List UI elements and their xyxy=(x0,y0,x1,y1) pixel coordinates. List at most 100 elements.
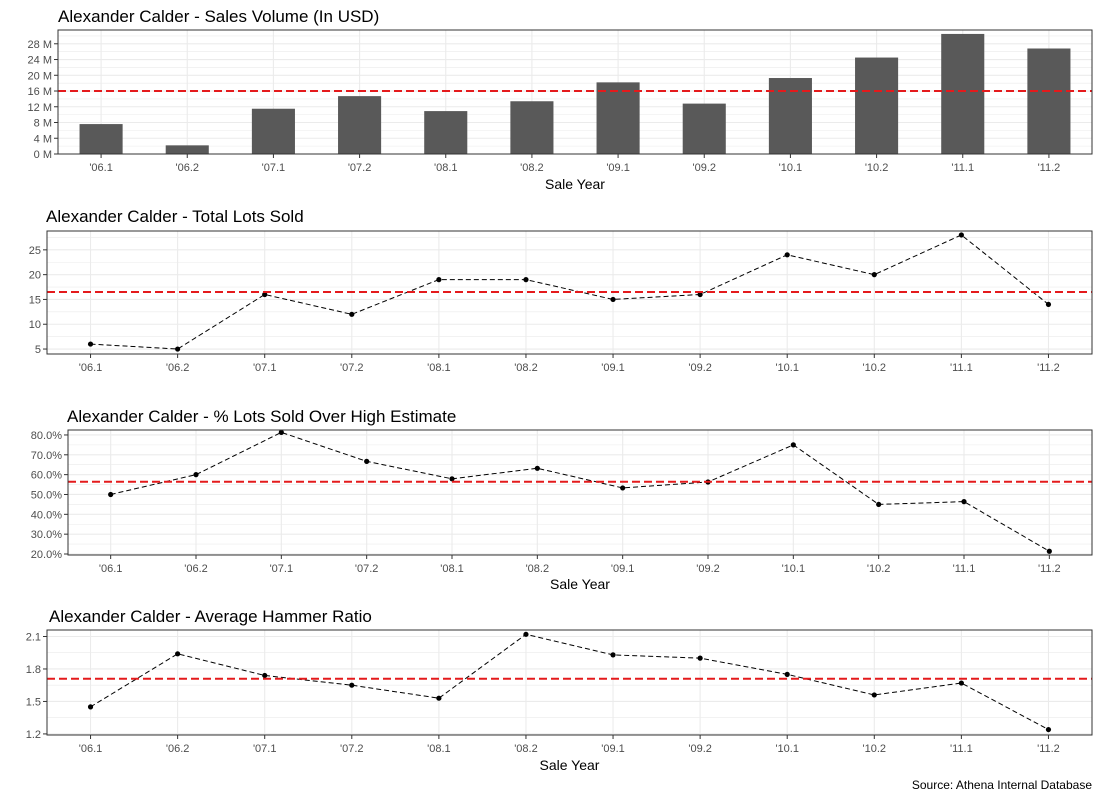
bar xyxy=(510,101,554,154)
data-point xyxy=(1045,726,1052,733)
data-point xyxy=(697,655,703,661)
data-point xyxy=(697,291,703,298)
x-tick-label: '06.1 xyxy=(79,362,103,374)
data-point xyxy=(436,695,442,701)
x-tick-label: '08.1 xyxy=(427,743,451,755)
x-tick-label: '06.1 xyxy=(99,563,123,575)
x-tick-label: '07.1 xyxy=(253,743,277,755)
data-point xyxy=(784,671,790,677)
x-tick-label: '08.1 xyxy=(434,162,458,174)
x-tick-label: '10.2 xyxy=(863,743,887,755)
x-tick-label: '07.2 xyxy=(355,563,379,575)
source-caption: Source: Athena Internal Database xyxy=(911,778,1092,792)
y-tick-label: 40.0% xyxy=(31,509,62,521)
bar xyxy=(165,145,209,154)
y-tick-label: 60.0% xyxy=(31,470,62,482)
y-tick-label: 28 M xyxy=(28,39,52,51)
data-point xyxy=(262,291,268,298)
y-tick-label: 8 M xyxy=(34,118,52,130)
data-point xyxy=(610,652,616,658)
data-point xyxy=(871,272,877,278)
data-point xyxy=(610,296,616,303)
bar xyxy=(424,111,468,154)
bar xyxy=(941,33,985,154)
chart-panel-2: Alexander Calder - Total Lots Sold 5 10 15 2… xyxy=(29,207,1093,374)
x-axis-label: Sale Year xyxy=(540,757,600,773)
data-point xyxy=(449,476,455,482)
x-tick-label: '08.2 xyxy=(514,743,538,755)
data-point xyxy=(790,442,796,448)
data-point xyxy=(364,458,370,464)
data-point xyxy=(175,651,181,657)
y-tick-label: 2.1 xyxy=(26,631,41,643)
y-tick-label: 10 xyxy=(29,319,41,331)
data-point xyxy=(193,472,199,478)
x-tick-label: '06.2 xyxy=(184,563,208,575)
y-tick-label: 0 M xyxy=(34,149,52,161)
bar xyxy=(596,82,640,154)
x-tick-label: '11.2 xyxy=(1037,362,1060,374)
y-tick-label: 1.5 xyxy=(26,696,41,708)
data-point xyxy=(534,465,540,471)
x-tick-label: '11.1 xyxy=(950,362,973,374)
y-tick-label: 24 M xyxy=(28,55,52,67)
x-tick-label: '08.2 xyxy=(520,162,544,174)
x-tick-label: '10.1 xyxy=(782,563,806,575)
x-tick-label: '10.2 xyxy=(863,362,887,374)
bar xyxy=(768,78,812,154)
x-tick-label: '08.2 xyxy=(514,362,538,374)
chart-panel-3: Alexander Calder - % Lots Sold Over High… xyxy=(31,407,1093,592)
x-tick-label: '11.2 xyxy=(1038,162,1061,174)
bar xyxy=(79,124,123,154)
data-point xyxy=(523,631,529,637)
data-point xyxy=(961,499,967,505)
y-tick-label: 25 xyxy=(29,245,41,257)
panel-border xyxy=(46,230,1093,355)
x-tick-label: '06.1 xyxy=(79,743,103,755)
x-tick-label: '09.1 xyxy=(611,563,635,575)
series-line xyxy=(90,234,1049,350)
x-tick-label: '08.1 xyxy=(427,362,451,374)
x-tick-label: '07.2 xyxy=(340,743,364,755)
data-point xyxy=(262,672,268,679)
x-tick-label: '11.1 xyxy=(951,162,974,174)
bar xyxy=(338,96,382,154)
data-point xyxy=(349,311,355,317)
data-point xyxy=(620,485,626,491)
x-tick-label: '11.1 xyxy=(950,743,973,755)
panel-border xyxy=(46,629,1093,736)
x-tick-label: '07.1 xyxy=(253,362,277,374)
x-tick-label: '06.2 xyxy=(175,162,199,174)
x-tick-label: '07.1 xyxy=(270,563,294,575)
panel-border xyxy=(67,429,1093,556)
y-tick-label: 20 M xyxy=(28,70,52,82)
x-tick-label: '09.2 xyxy=(688,362,712,374)
y-tick-label: 4 M xyxy=(34,133,52,145)
data-point xyxy=(1045,301,1052,308)
y-tick-label: 30.0% xyxy=(31,529,62,541)
panel-border xyxy=(57,29,1093,155)
data-point xyxy=(87,704,94,710)
data-point xyxy=(876,501,882,508)
x-tick-label: '10.1 xyxy=(775,362,799,374)
data-point xyxy=(871,692,877,698)
data-point xyxy=(784,252,790,258)
data-point xyxy=(87,341,94,347)
data-point xyxy=(278,429,284,435)
data-point xyxy=(349,682,355,688)
x-tick-label: '09.2 xyxy=(688,743,712,755)
x-tick-label: '07.2 xyxy=(340,362,364,374)
y-tick-label: 1.2 xyxy=(26,729,41,741)
x-tick-label: '09.2 xyxy=(696,563,720,575)
chart-title: Alexander Calder - Average Hammer Ratio xyxy=(49,607,372,626)
x-axis-label: Sale Year xyxy=(545,176,605,192)
x-tick-label: '09.2 xyxy=(692,162,716,174)
chart-title: Alexander Calder - Total Lots Sold xyxy=(46,207,304,226)
data-point xyxy=(523,277,529,283)
x-tick-label: '11.2 xyxy=(1038,563,1061,575)
data-point xyxy=(1046,548,1052,554)
y-tick-label: 16 M xyxy=(28,86,52,98)
data-point xyxy=(958,232,964,238)
bar xyxy=(1027,48,1071,154)
x-tick-label: '10.1 xyxy=(779,162,803,174)
